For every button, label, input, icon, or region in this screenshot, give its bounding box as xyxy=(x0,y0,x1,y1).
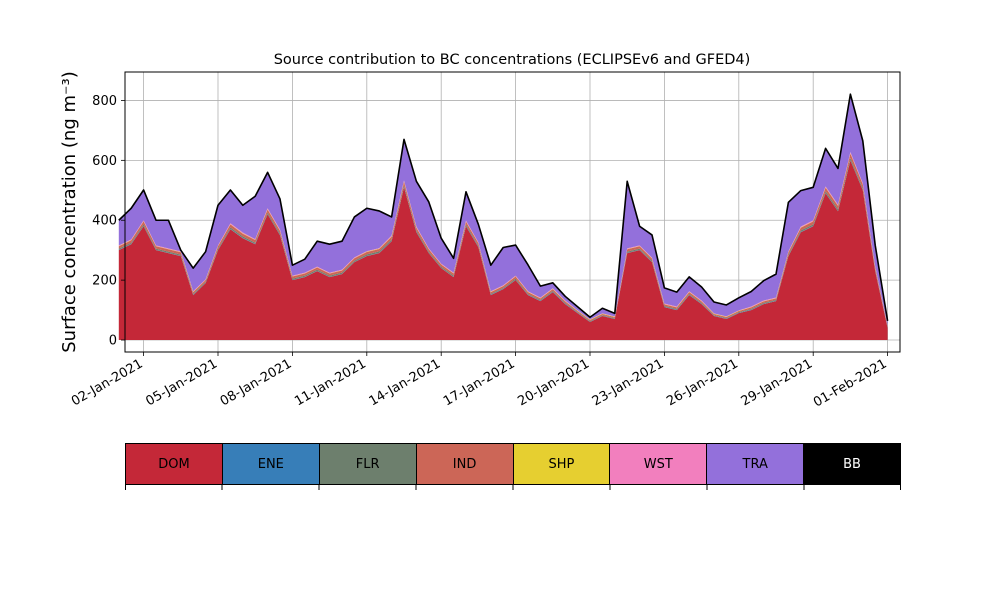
total-line xyxy=(118,93,889,321)
series-area-tra xyxy=(118,94,888,326)
x-tick-label: 11-Jan-2021 xyxy=(292,356,369,409)
x-tick-label: 23-Jan-2021 xyxy=(590,356,667,409)
x-tick-label: 29-Jan-2021 xyxy=(739,356,816,409)
total-concentration-line xyxy=(118,93,889,321)
legend-colorbar: DOM ENE FLR IND SHP WST TRA BB xyxy=(125,443,901,485)
y-tick-label: 800 xyxy=(92,94,117,109)
legend-item-flr: FLR xyxy=(319,444,417,484)
legend-label: ENE xyxy=(257,456,284,472)
series-area-dom xyxy=(118,160,888,341)
legend-label: IND xyxy=(452,456,477,472)
y-tick-label: 0 xyxy=(109,334,117,349)
x-tick-label: 08-Jan-2021 xyxy=(218,356,295,409)
legend-item-ind: IND xyxy=(416,444,514,484)
legend-item-shp: SHP xyxy=(513,444,611,484)
x-axis-ticks: 02-Jan-202105-Jan-202108-Jan-202111-Jan-… xyxy=(69,352,890,410)
legend-label: SHP xyxy=(548,456,575,472)
x-tick-label: 14-Jan-2021 xyxy=(367,356,444,409)
legend-item-ene: ENE xyxy=(222,444,320,484)
y-axis-label: Surface concentration (ng m⁻³) xyxy=(59,71,80,353)
legend-colorbar-ticks xyxy=(125,485,901,490)
legend-label: BB xyxy=(843,456,861,472)
x-tick-label: 20-Jan-2021 xyxy=(515,356,592,409)
legend-label: FLR xyxy=(355,456,380,472)
y-tick-label: 600 xyxy=(92,154,117,169)
legend-label: WST xyxy=(643,456,673,472)
x-tick-label: 01-Feb-2021 xyxy=(811,356,890,410)
series-areas xyxy=(118,94,888,341)
legend-label: TRA xyxy=(742,456,768,472)
legend-label: DOM xyxy=(158,456,190,472)
x-tick-label: 02-Jan-2021 xyxy=(69,356,146,409)
chart-title: Source contribution to BC concentrations… xyxy=(274,52,751,68)
legend-item-tra: TRA xyxy=(707,444,805,484)
legend-item-wst: WST xyxy=(610,444,708,484)
x-tick-label: 26-Jan-2021 xyxy=(664,356,741,409)
x-tick-label: 05-Jan-2021 xyxy=(143,356,220,409)
plot-frame xyxy=(124,71,901,353)
y-tick-label: 200 xyxy=(92,274,117,289)
legend-item-bb: BB xyxy=(804,444,900,484)
x-tick-label: 17-Jan-2021 xyxy=(441,356,518,409)
y-axis-ticks: 0 200 400 600 800 xyxy=(92,94,125,349)
chart-svg: 0 200 400 600 800 02-Jan-202105-Jan-202108-J… xyxy=(59,52,901,410)
legend-item-dom: DOM xyxy=(126,444,223,484)
y-tick-label: 400 xyxy=(92,214,117,229)
